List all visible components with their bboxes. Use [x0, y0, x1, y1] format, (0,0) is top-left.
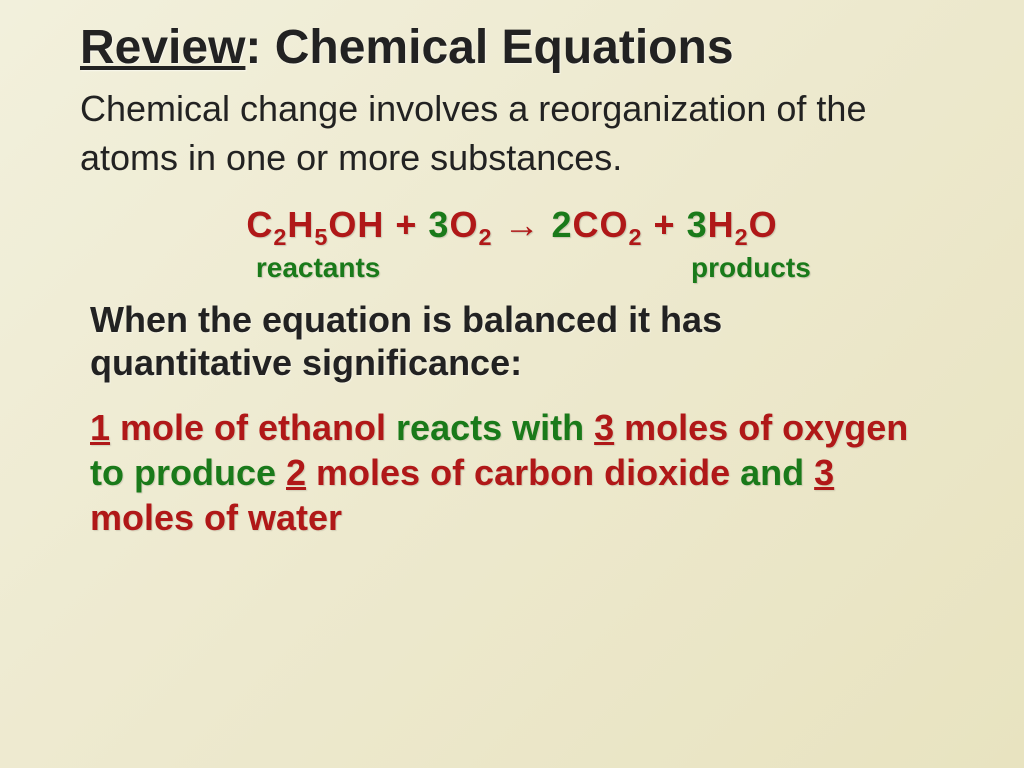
eq-h: H: [287, 204, 314, 245]
eq-arrow: →: [492, 204, 551, 245]
eq-coef2: 2: [552, 204, 573, 245]
st-6: and: [730, 452, 814, 493]
st-4: to produce: [90, 452, 286, 493]
eq-sub2a: 2: [273, 224, 287, 250]
equation-labels: reactants products: [80, 252, 944, 284]
eq-oh: OH: [328, 204, 384, 245]
st-1: 1 mole of ethanol: [90, 407, 386, 448]
st-5: 2 moles of carbon dioxide: [286, 452, 730, 493]
intro-text: Chemical change involves a reorganizatio…: [80, 85, 944, 182]
reactants-label: reactants: [153, 252, 483, 284]
eq-coef3a: 3: [428, 204, 449, 245]
st-u1: 1: [90, 407, 110, 448]
eq-sub2b: 2: [478, 224, 492, 250]
eq-plus2: +: [643, 204, 687, 245]
products-label: products: [591, 252, 911, 284]
eq-coef3b: 3: [687, 204, 708, 245]
st-3: 3 moles of oxygen: [594, 407, 908, 448]
eq-h2: H: [708, 204, 735, 245]
eq-sub2c: 2: [629, 224, 643, 250]
slide-title: Review: Chemical Equations: [80, 20, 944, 75]
balanced-text: When the equation is balanced it has qua…: [80, 298, 944, 384]
eq-sub2d: 2: [735, 224, 749, 250]
st-t1: mole of ethanol: [110, 407, 386, 448]
eq-o: O: [449, 204, 478, 245]
st-2: reacts with: [386, 407, 594, 448]
eq-plus1: +: [384, 204, 428, 245]
eq-c: C: [246, 204, 273, 245]
st-u2: 2: [286, 452, 306, 493]
title-underlined: Review: [80, 21, 245, 74]
st-t3a: moles of oxygen: [614, 407, 908, 448]
chemical-equation: C2H5OH + 3O2 → 2CO2 + 3H2O: [80, 204, 944, 246]
slide-content: Review: Chemical Equations Chemical chan…: [0, 0, 1024, 560]
title-rest: : Chemical Equations: [245, 21, 733, 74]
st-u3b: 3: [814, 452, 834, 493]
eq-o2: O: [749, 204, 778, 245]
stoichiometry-text: 1 mole of ethanol reacts with 3 moles of…: [80, 405, 944, 540]
eq-co: CO: [573, 204, 629, 245]
st-u3a: 3: [594, 407, 614, 448]
st-t3b: moles of water: [90, 497, 342, 538]
st-t2: moles of carbon dioxide: [306, 452, 730, 493]
eq-sub5: 5: [314, 224, 328, 250]
